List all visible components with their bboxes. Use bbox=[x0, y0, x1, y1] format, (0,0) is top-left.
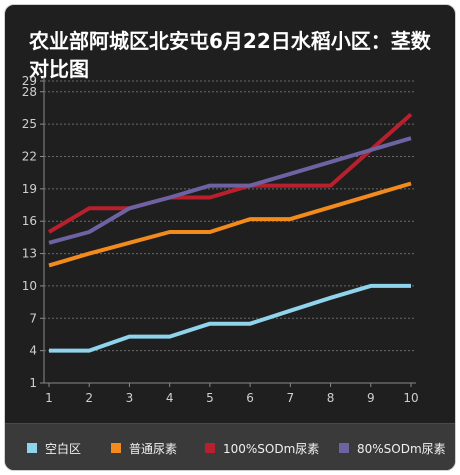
x-tick-label: 4 bbox=[166, 391, 174, 405]
y-tick-label: 13 bbox=[22, 247, 37, 261]
series-line-2 bbox=[48, 181, 412, 268]
series-line-3 bbox=[47, 112, 413, 234]
y-tick-label: 25 bbox=[22, 117, 37, 131]
y-tick-label: 4 bbox=[29, 344, 37, 358]
x-tick-label: 3 bbox=[126, 391, 134, 405]
legend-label: 100%SODm尿素 bbox=[223, 441, 320, 456]
y-tick-label: 16 bbox=[22, 214, 37, 228]
series-line-4 bbox=[48, 136, 412, 245]
legend-label: 空白区 bbox=[45, 441, 82, 456]
chart-title: 农业部阿城区北安屯6月22日水稻小区：茎数对比图 bbox=[29, 29, 431, 81]
legend-label: 普通尿素 bbox=[129, 441, 178, 456]
y-tick-label: 19 bbox=[22, 182, 37, 196]
legend-swatch bbox=[111, 443, 121, 453]
y-tick-label: 10 bbox=[22, 279, 37, 293]
legend-item: 80%SODm尿素 bbox=[339, 441, 446, 456]
legend-item: 100%SODm尿素 bbox=[205, 441, 320, 456]
legend-item: 空白区 bbox=[27, 441, 82, 456]
legend-label: 80%SODm尿素 bbox=[357, 441, 446, 456]
legend-swatch bbox=[205, 443, 215, 453]
chart-legend: 空白区 普通尿素 100%SODm尿素 80%SODm尿素 bbox=[5, 423, 455, 470]
y-tick-label: 28 bbox=[22, 85, 37, 99]
legend-item: 普通尿素 bbox=[111, 441, 178, 456]
legend-swatch bbox=[339, 443, 349, 453]
legend-swatch bbox=[27, 443, 37, 453]
x-tick-label: 8 bbox=[327, 391, 335, 405]
x-tick-label: 9 bbox=[367, 391, 375, 405]
y-tick-label: 7 bbox=[29, 311, 37, 325]
x-tick-label: 5 bbox=[206, 391, 214, 405]
chart-frame: 农业部阿城区北安屯6月22日水稻小区：茎数对比图 1 4 7 10 13 16 19 22 25… bbox=[4, 4, 456, 471]
x-tick-label: 7 bbox=[287, 391, 295, 405]
x-tick-label: 10 bbox=[403, 391, 418, 405]
x-tick-label: 6 bbox=[246, 391, 254, 405]
x-tick-label: 1 bbox=[45, 391, 53, 405]
x-tick-label: 2 bbox=[85, 391, 93, 405]
y-tick-label: 29 bbox=[22, 74, 37, 88]
series-line-1 bbox=[49, 283, 411, 353]
y-tick-label: 22 bbox=[22, 150, 37, 164]
y-tick-label: 1 bbox=[29, 376, 37, 390]
